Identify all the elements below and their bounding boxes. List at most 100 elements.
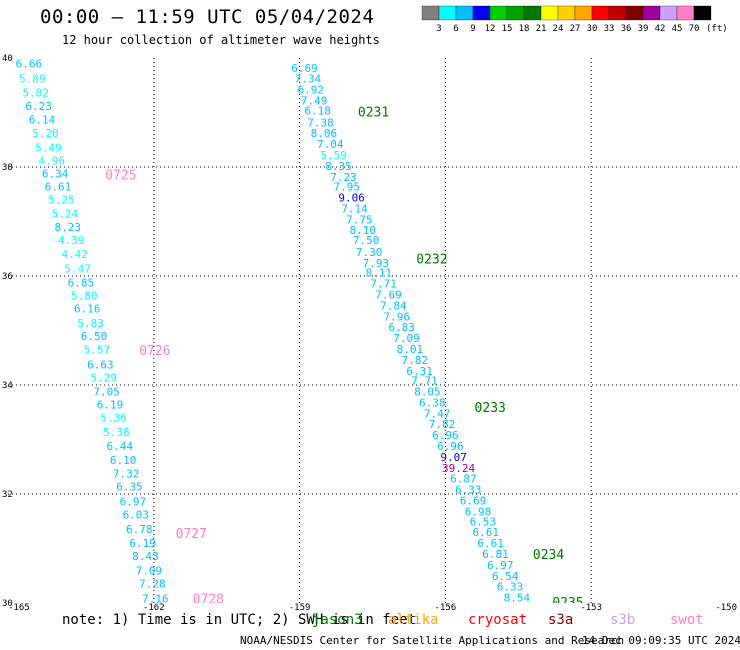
wave-height-label: 8.35 xyxy=(325,160,352,173)
wave-height-label: 6.85 xyxy=(68,277,95,290)
wave-height-label: 8.11 xyxy=(366,267,393,280)
colorbar-tick-label: 42 xyxy=(655,24,666,34)
wave-height-label: 6.61 xyxy=(472,526,499,539)
colorbar-tick-label: 15 xyxy=(502,24,513,34)
wave-height-label: 7.69 xyxy=(375,289,402,302)
colorbar-tick-label: 27 xyxy=(570,24,581,34)
colorbar-tick-label: 24 xyxy=(553,24,564,34)
x-tick-label: -159 xyxy=(289,603,311,612)
wave-height-label: 6.34 xyxy=(42,168,69,181)
wave-height-label: 7.47 xyxy=(424,407,451,420)
wave-height-label: 5.80 xyxy=(71,290,98,303)
wave-height-label: 6.69 xyxy=(460,495,487,508)
wave-height-label: 8.01 xyxy=(397,343,424,356)
y-tick-label: 32 xyxy=(2,490,13,500)
mission-legend-s3a: s3a xyxy=(548,612,574,628)
wave-height-label: 7.30 xyxy=(356,246,383,259)
y-tick-label: 36 xyxy=(2,272,13,282)
wave-height-label: 5.82 xyxy=(22,86,49,99)
colorbar-tick-label: 30 xyxy=(587,24,598,34)
wave-height-label: 7.82 xyxy=(429,418,456,431)
mission-legend-altika: altika xyxy=(388,612,439,628)
pass-time-label: 0233 xyxy=(475,401,506,416)
wave-height-label: 6.14 xyxy=(29,114,56,127)
wave-height-label: 4.39 xyxy=(58,234,85,247)
pass-time-label: 0728 xyxy=(193,593,224,608)
wave-height-label: 6.03 xyxy=(123,509,150,522)
wave-height-label: 6.16 xyxy=(74,303,101,316)
colorbar-tick-label: 6 xyxy=(453,24,458,34)
wave-height-label: 7.96 xyxy=(384,310,411,323)
chart-title: 00:00 – 11:59 UTC 05/04/2024 xyxy=(40,6,375,28)
wave-height-label: 5.20 xyxy=(32,127,59,140)
wave-height-label: 6.83 xyxy=(388,321,415,334)
wave-height-label: 6.87 xyxy=(450,473,477,486)
wave-height-label: 5.29 xyxy=(90,371,117,384)
wave-height-label: 7.49 xyxy=(301,95,328,108)
wave-height-label: 7.16 xyxy=(142,593,169,606)
wave-height-label: 6.81 xyxy=(482,548,509,561)
wave-height-label: 6.53 xyxy=(470,515,497,528)
wave-height-label: 6.10 xyxy=(110,454,137,467)
wave-height-label: 7.71 xyxy=(370,278,397,291)
wave-height-label: 6.92 xyxy=(298,84,325,97)
wave-height-plot: 30 32 34 36 38 40 -165 -162 -159 -156 -153 -150 6.66… xyxy=(2,54,737,612)
wave-height-label: 5.25 xyxy=(48,194,75,207)
wave-height-label: 7.71 xyxy=(411,375,438,388)
pass-time-label: 0727 xyxy=(176,527,207,542)
pass-time-label: 0235 xyxy=(552,596,583,611)
colorbar-tick-label: 39 xyxy=(638,24,649,34)
pass-time-label: 0232 xyxy=(416,253,447,268)
x-tick-label: -150 xyxy=(715,603,737,612)
colorbar-tick-label: 3 xyxy=(436,24,441,34)
wave-height-label: 6.38 xyxy=(419,396,446,409)
colorbar-tick-label: 18 xyxy=(519,24,530,34)
wave-height-label: 39.24 xyxy=(442,462,475,475)
chart-subtitle: 12 hour collection of altimeter wave hei… xyxy=(62,33,380,47)
wave-height-label: 5.83 xyxy=(77,317,104,330)
wave-height-label: 6.31 xyxy=(406,365,433,378)
wave-height-label: 7.14 xyxy=(341,202,368,215)
wave-height-label: 5.89 xyxy=(19,73,46,86)
wave-height-label: 9.07 xyxy=(440,451,467,464)
wave-height-label: 7.09 xyxy=(393,332,420,345)
wave-height-label: 7.34 xyxy=(295,73,322,86)
wave-height-label: 4.96 xyxy=(38,154,65,167)
wave-height-label: 5.38 xyxy=(103,426,130,439)
colorbar-tick-label: 36 xyxy=(621,24,632,34)
wave-height-label: 5.49 xyxy=(35,141,62,154)
colorbar-tick-label: 45 xyxy=(672,24,683,34)
wave-height-label: 6.19 xyxy=(129,537,156,550)
pass-time-label: 0726 xyxy=(139,344,170,359)
data-layer: 6.665.895.826.236.145.205.494.966.346.61… xyxy=(16,58,584,611)
colorbar-swatch xyxy=(693,5,712,21)
wave-height-label: 5.36 xyxy=(100,412,127,425)
mission-legend-s3b: s3b xyxy=(610,612,636,628)
color-scale-legend: 3 6 9 12 15 18 21 24 27 30 33 36 39 42 45 70 (ft) xyxy=(421,5,728,34)
x-tick-label: -153 xyxy=(580,603,602,612)
wave-height-label: 7.38 xyxy=(307,116,334,129)
wave-height-label: 6.19 xyxy=(97,399,124,412)
colorbar-tick-label: 9 xyxy=(470,24,475,34)
wave-height-label: 7.09 xyxy=(136,564,163,577)
wave-height-label: 6.97 xyxy=(487,559,514,572)
wave-height-label: 5.57 xyxy=(84,344,111,357)
wave-height-label: 7.28 xyxy=(139,577,166,590)
wave-height-label: 6.44 xyxy=(107,440,134,453)
wave-height-label: 6.98 xyxy=(465,505,492,518)
wave-height-label: 8.54 xyxy=(504,592,531,605)
wave-height-label: 6.33 xyxy=(497,581,524,594)
wave-height-label: 7.84 xyxy=(380,299,407,312)
mission-legend-cryosat: cryosat xyxy=(468,612,528,628)
wave-height-label: 6.61 xyxy=(477,537,504,550)
wave-height-label: 6.33 xyxy=(455,484,482,497)
x-tick-label: -162 xyxy=(143,603,165,612)
colorbar-tick-label: 12 xyxy=(485,24,496,34)
wave-height-label: 6.63 xyxy=(87,358,114,371)
wave-height-label: 6.35 xyxy=(116,480,143,493)
wave-height-label: 8.06 xyxy=(311,127,338,140)
wave-height-label: 7.82 xyxy=(402,354,429,367)
wave-height-label: 6.54 xyxy=(492,570,519,583)
wave-height-label: 5.59 xyxy=(320,149,347,162)
y-tick-label: 38 xyxy=(2,163,13,173)
